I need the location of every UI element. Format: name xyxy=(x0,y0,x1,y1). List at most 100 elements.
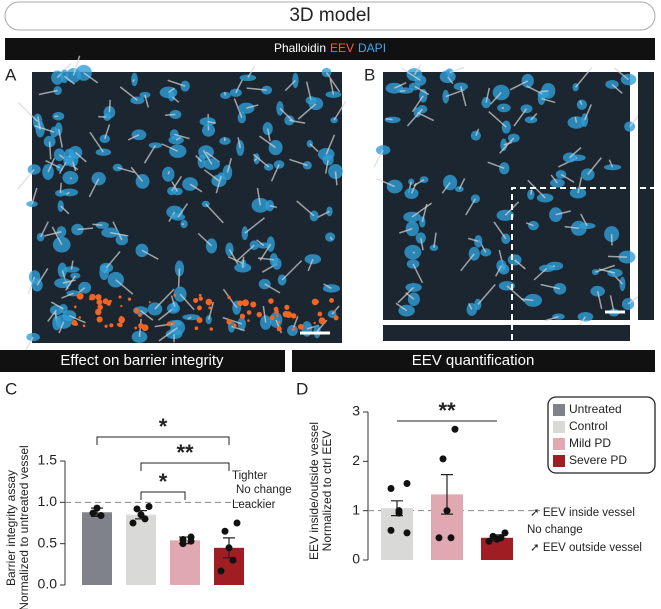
fiber xyxy=(187,316,192,320)
fiber xyxy=(140,309,154,321)
fiber xyxy=(144,94,150,108)
fiber xyxy=(108,99,111,113)
y-tick-label: 2 xyxy=(352,452,360,468)
fiber xyxy=(47,309,57,322)
eev-signal xyxy=(120,304,123,308)
legend-swatch xyxy=(553,438,565,450)
fiber xyxy=(595,264,616,273)
fiber xyxy=(92,223,103,227)
data-point xyxy=(145,502,153,510)
data-point xyxy=(133,505,141,513)
fiber xyxy=(27,276,36,295)
fiber xyxy=(119,86,138,101)
side-strip xyxy=(383,325,630,341)
fiber xyxy=(587,157,602,175)
fiber xyxy=(264,283,281,294)
eev-signal xyxy=(250,301,257,308)
fiber xyxy=(143,145,157,164)
fiber xyxy=(526,222,534,227)
fiber xyxy=(48,141,52,160)
annotation: ➚ EEV outside vessel xyxy=(530,542,642,554)
bar xyxy=(126,514,156,585)
legend-swatch xyxy=(553,404,565,416)
section-banner xyxy=(292,350,655,372)
eev-signal xyxy=(89,293,96,301)
fiber xyxy=(569,147,582,159)
fiber xyxy=(252,153,270,168)
fiber xyxy=(564,225,579,230)
fiber xyxy=(499,137,515,154)
data-point xyxy=(97,512,105,520)
fiber xyxy=(171,181,179,192)
fiber xyxy=(412,251,416,254)
fiber xyxy=(414,85,430,96)
nucleus xyxy=(507,133,520,143)
fiber xyxy=(47,157,56,173)
fiber xyxy=(233,98,243,118)
eev-signal xyxy=(232,323,237,328)
panel-label: D xyxy=(296,379,308,398)
fiber xyxy=(117,166,135,174)
fiber xyxy=(226,157,233,173)
fiber xyxy=(72,55,81,76)
fiber xyxy=(104,124,111,139)
eev-signal xyxy=(118,295,122,299)
fiber xyxy=(51,226,63,245)
title: 3D model xyxy=(289,5,370,26)
nucleus xyxy=(386,179,403,194)
fiber xyxy=(68,314,86,324)
fiber xyxy=(58,160,68,174)
fiber xyxy=(487,161,505,170)
nucleus xyxy=(130,96,145,105)
nucleus xyxy=(148,142,162,149)
eev-signal xyxy=(333,315,339,321)
fiber xyxy=(521,298,534,302)
fiber xyxy=(74,151,87,163)
data-point xyxy=(387,484,395,492)
eev-signal xyxy=(246,310,252,315)
eev-signal xyxy=(198,296,203,301)
legend-swatch xyxy=(553,421,565,433)
fiber xyxy=(477,283,496,305)
fiber xyxy=(71,159,77,172)
fiber xyxy=(526,85,544,95)
annotation: No change xyxy=(527,524,583,536)
fiber xyxy=(513,108,528,127)
eev-signal xyxy=(148,301,151,304)
fiber xyxy=(541,97,556,104)
fiber xyxy=(61,292,74,299)
eev-signal xyxy=(247,319,250,322)
fiber xyxy=(334,171,338,186)
fiber xyxy=(324,159,329,174)
eev-signal xyxy=(282,310,290,318)
eev-signal xyxy=(193,297,199,303)
nucleus xyxy=(605,79,619,89)
eev-signal xyxy=(76,292,84,300)
eev-signal xyxy=(313,321,316,325)
fiber xyxy=(316,210,330,219)
fiber xyxy=(323,283,332,290)
data-point xyxy=(187,537,195,545)
data-point xyxy=(233,519,241,527)
fiber xyxy=(411,95,424,113)
fiber xyxy=(161,143,179,152)
fiber xyxy=(58,321,65,334)
fiber xyxy=(460,253,475,272)
fiber xyxy=(36,267,49,286)
title-box xyxy=(4,1,656,31)
fiber xyxy=(62,279,76,284)
y-tick-label: 3 xyxy=(352,403,360,419)
y-axis-label: EEV inside/outside vessel xyxy=(307,422,321,560)
fiber xyxy=(253,158,258,162)
fiber xyxy=(44,231,62,237)
fiber xyxy=(527,179,546,199)
fiber xyxy=(405,292,415,300)
fiber xyxy=(223,91,227,96)
fiber xyxy=(17,101,39,123)
fiber xyxy=(177,203,189,218)
data-point xyxy=(93,504,101,512)
nucleus xyxy=(236,140,245,157)
y-tick-label: 0 xyxy=(352,551,360,567)
fiber xyxy=(544,315,559,322)
fiber xyxy=(170,295,176,307)
